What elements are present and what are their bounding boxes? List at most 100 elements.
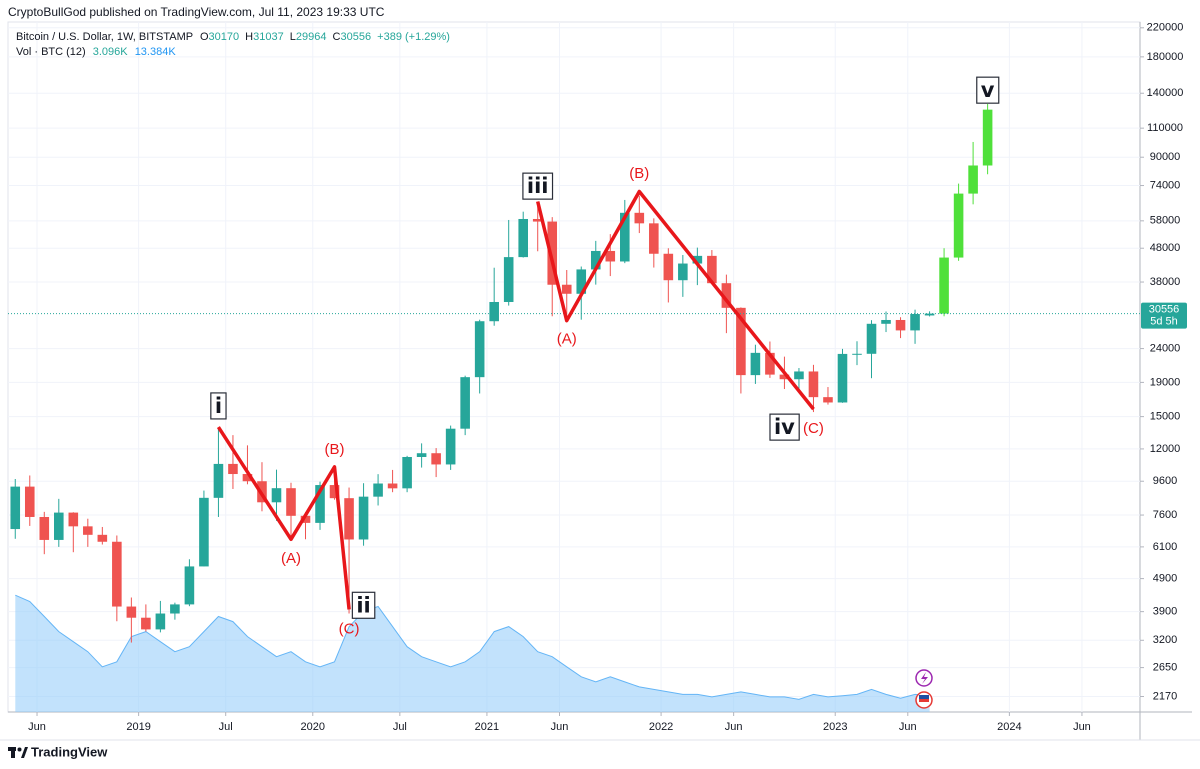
x-tick-label: Jun <box>28 721 46 733</box>
wave-label: iii <box>527 174 549 198</box>
y-tick-label: 48000 <box>1150 242 1181 254</box>
candle-body <box>10 486 21 530</box>
y-tick-label: 12000 <box>1150 443 1181 455</box>
last-price-box <box>1141 302 1187 329</box>
x-tick-label: 2022 <box>649 721 673 733</box>
wave-label: iv <box>774 415 795 439</box>
symbol: Bitcoin / U.S. Dollar, 1W, BITSTAMP <box>16 31 193 43</box>
candle-body <box>590 250 601 270</box>
y-tick-label: 140000 <box>1147 87 1184 99</box>
wave-label: (B) <box>629 165 649 182</box>
candle-body <box>141 617 151 630</box>
candle-body <box>692 255 703 264</box>
y-tick-label: 2650 <box>1153 661 1177 673</box>
x-tick-label: Jun <box>725 721 743 733</box>
candle-body <box>881 319 891 324</box>
volume-ma-value: 13.384K <box>135 46 177 58</box>
y-tick-label: 74000 <box>1150 179 1181 191</box>
event-icon-glyph <box>919 695 929 702</box>
wave-label: i <box>215 394 222 418</box>
volume-ma-line <box>15 594 930 700</box>
candle-body <box>866 323 877 354</box>
wave-label: v <box>981 78 995 102</box>
y-tick-label: 58000 <box>1150 215 1181 227</box>
event-icon-glyph <box>919 699 929 702</box>
candle-body <box>460 377 470 429</box>
y-tick-label: 3200 <box>1153 634 1177 646</box>
x-tick-label: Jul <box>393 721 407 733</box>
wave-box <box>522 172 554 200</box>
candle-body <box>649 223 659 254</box>
candle-body <box>83 526 93 535</box>
candle-body <box>721 283 732 308</box>
candle-body <box>634 212 645 224</box>
candle-body <box>561 284 572 294</box>
candle-body <box>852 353 862 355</box>
y-tick-label: 24000 <box>1150 342 1181 354</box>
volume-title: Vol · BTC (12) <box>16 46 86 58</box>
wave-label: (A) <box>557 330 577 347</box>
y-tick-label: 2170 <box>1153 690 1177 702</box>
candle-body <box>953 193 964 258</box>
candle-body <box>112 541 122 607</box>
candle-body <box>910 314 920 331</box>
x-tick-label: Jun <box>899 721 917 733</box>
candle-body <box>213 463 224 498</box>
candle-body <box>344 498 354 540</box>
candles <box>8 103 1140 643</box>
candle-body <box>794 371 804 380</box>
candle-body <box>126 606 137 618</box>
candle-body <box>431 453 441 465</box>
candle-body <box>605 250 616 262</box>
y-tick-label: 7600 <box>1153 509 1177 521</box>
y-tick-label: 38000 <box>1150 276 1181 288</box>
candle-body <box>387 483 398 489</box>
candle-body <box>736 307 746 376</box>
volume-ma-area <box>15 595 930 712</box>
y-tick-label: 19000 <box>1150 376 1181 388</box>
x-tick-label: Jul <box>219 721 233 733</box>
candle-body <box>416 453 427 457</box>
candle-body <box>968 165 978 194</box>
x-tick-label: 2021 <box>475 721 499 733</box>
last-price-label: 30556 <box>1149 304 1180 316</box>
wave-box <box>976 76 1000 104</box>
y-tick-label: 3900 <box>1153 606 1177 618</box>
x-tick-label: Jun <box>551 721 569 733</box>
volume-value: 3.096K <box>93 46 129 58</box>
candle-body <box>242 474 253 482</box>
candle-body <box>576 269 587 294</box>
candle-body <box>779 374 790 380</box>
wave-label: (B) <box>325 441 345 458</box>
candle-body <box>373 483 383 497</box>
x-tick-label: 2019 <box>126 721 150 733</box>
y-tick-label: 15000 <box>1150 411 1181 423</box>
x-tick-label: 2024 <box>997 721 1021 733</box>
wave-label: (C) <box>803 420 824 437</box>
candle-body <box>228 463 238 475</box>
wave-label: (C) <box>339 620 360 637</box>
candle-body <box>300 515 311 523</box>
candle-body <box>707 255 717 284</box>
candle-body <box>620 212 630 262</box>
legend-key: C <box>333 31 341 43</box>
candle-body <box>765 352 775 375</box>
legend-symbol: Bitcoin / U.S. Dollar, 1W, BITSTAMP O301… <box>16 31 450 43</box>
legend-key: H <box>245 31 253 43</box>
y-tick-label: 110000 <box>1147 122 1183 134</box>
wave-box <box>210 392 227 420</box>
event-icons <box>915 669 933 709</box>
legend-volume: Vol · BTC (12) 3.096K 13.384K <box>16 46 176 58</box>
candle-body <box>823 397 833 403</box>
wave-label: ii <box>356 593 370 617</box>
candle-body <box>68 512 79 527</box>
logo-part <box>21 747 28 758</box>
candle-body <box>402 456 412 489</box>
wave-box <box>351 591 376 619</box>
axes: 2170 2650 3200 3900 4900 6100 7600 9600 12000 150… <box>28 22 1187 733</box>
y-tick-label: 90000 <box>1150 151 1181 163</box>
legend-close: 30556 <box>341 31 372 43</box>
footer-logo <box>8 747 28 758</box>
candle-body <box>445 428 456 465</box>
